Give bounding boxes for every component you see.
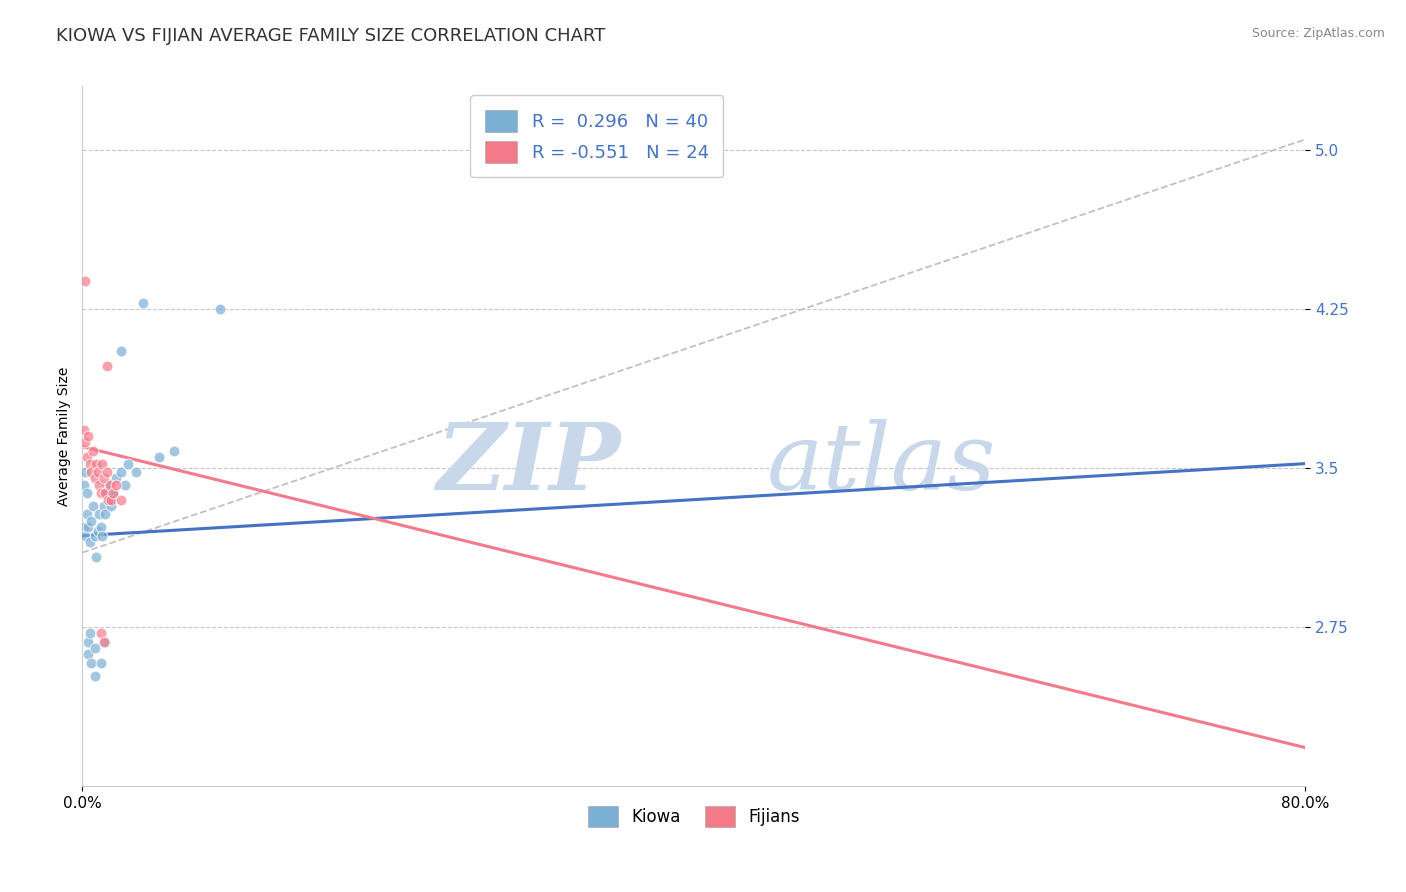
Point bbox=[208, 301, 231, 316]
Point bbox=[83, 668, 105, 682]
Point bbox=[90, 626, 112, 640]
Point bbox=[97, 478, 120, 492]
Point bbox=[76, 486, 98, 500]
Point bbox=[93, 634, 115, 648]
Point bbox=[98, 478, 121, 492]
Point bbox=[97, 492, 120, 507]
Point bbox=[110, 492, 132, 507]
Point bbox=[96, 486, 118, 500]
Text: ZIP: ZIP bbox=[436, 419, 620, 509]
Point bbox=[101, 486, 124, 500]
Point bbox=[101, 486, 124, 500]
Text: KIOWA VS FIJIAN AVERAGE FAMILY SIZE CORRELATION CHART: KIOWA VS FIJIAN AVERAGE FAMILY SIZE CORR… bbox=[56, 27, 606, 45]
Point bbox=[94, 634, 117, 648]
Point bbox=[163, 444, 186, 458]
Point bbox=[75, 274, 97, 288]
Point bbox=[148, 450, 170, 465]
Point bbox=[80, 465, 103, 479]
Point bbox=[94, 508, 117, 522]
Point bbox=[76, 450, 98, 465]
Point bbox=[84, 457, 107, 471]
Point bbox=[77, 634, 100, 648]
Point bbox=[73, 478, 96, 492]
Point bbox=[98, 492, 121, 507]
Point bbox=[90, 520, 112, 534]
Y-axis label: Average Family Size: Average Family Size bbox=[58, 367, 72, 506]
Point bbox=[83, 471, 105, 485]
Point bbox=[96, 465, 118, 479]
Point bbox=[79, 457, 101, 471]
Point bbox=[110, 465, 132, 479]
Point bbox=[87, 508, 110, 522]
Point bbox=[73, 423, 96, 437]
Point bbox=[75, 435, 97, 450]
Point bbox=[82, 499, 104, 513]
Point bbox=[91, 457, 114, 471]
Text: atlas: atlas bbox=[768, 419, 997, 509]
Point bbox=[77, 429, 100, 443]
Point bbox=[82, 444, 104, 458]
Point bbox=[73, 520, 96, 534]
Point bbox=[94, 486, 117, 500]
Legend: Kiowa, Fijians: Kiowa, Fijians bbox=[581, 800, 807, 833]
Point bbox=[93, 499, 115, 513]
Point bbox=[104, 471, 127, 485]
Point bbox=[110, 344, 132, 359]
Point bbox=[132, 295, 155, 310]
Point bbox=[80, 514, 103, 528]
Point bbox=[79, 535, 101, 549]
Point bbox=[100, 492, 122, 507]
Text: Source: ZipAtlas.com: Source: ZipAtlas.com bbox=[1251, 27, 1385, 40]
Point bbox=[125, 465, 148, 479]
Point bbox=[96, 359, 118, 373]
Point bbox=[77, 520, 100, 534]
Point bbox=[80, 656, 103, 670]
Point bbox=[104, 478, 127, 492]
Point bbox=[75, 529, 97, 543]
Point bbox=[87, 478, 110, 492]
Point bbox=[91, 529, 114, 543]
Point bbox=[90, 486, 112, 500]
Point bbox=[77, 648, 100, 662]
Point bbox=[114, 478, 136, 492]
Point bbox=[117, 457, 139, 471]
Point bbox=[86, 465, 108, 479]
Point bbox=[90, 656, 112, 670]
Point bbox=[86, 524, 108, 539]
Point bbox=[76, 508, 98, 522]
Point bbox=[75, 465, 97, 479]
Point bbox=[83, 529, 105, 543]
Point bbox=[93, 471, 115, 485]
Point bbox=[100, 499, 122, 513]
Point bbox=[83, 640, 105, 655]
Point bbox=[79, 626, 101, 640]
Point bbox=[84, 549, 107, 564]
